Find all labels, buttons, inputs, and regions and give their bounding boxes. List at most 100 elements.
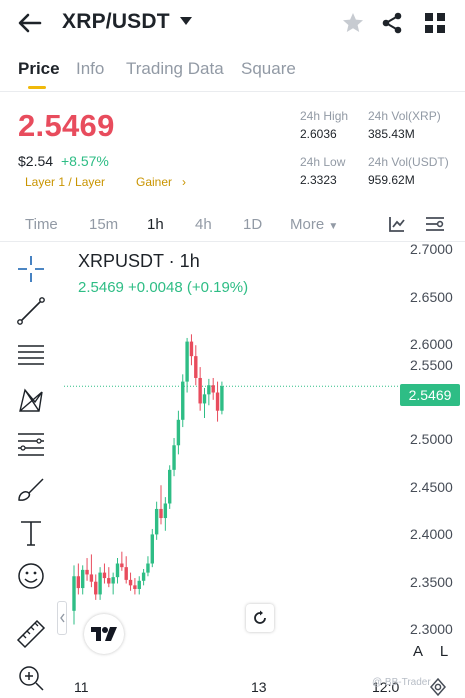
- candle-body: [185, 341, 189, 382]
- log-scale-button[interactable]: L: [439, 643, 449, 660]
- active-tab-indicator: [28, 86, 46, 89]
- main-tabs: Price Info Trading Data Square: [0, 46, 465, 92]
- chart-quote: 2.5469 +0.0048 (+0.19%): [78, 279, 249, 296]
- share-icon[interactable]: [380, 11, 404, 35]
- indicator-icon[interactable]: [388, 215, 406, 233]
- candle-body: [141, 572, 146, 581]
- crosshair-icon[interactable]: [15, 253, 47, 285]
- candle-body: [181, 381, 185, 420]
- candle-body: [111, 577, 115, 584]
- interval-time[interactable]: Time: [25, 216, 58, 233]
- vol-base-label: 24h Vol(XRP): [368, 109, 441, 123]
- candle-body: [211, 385, 215, 393]
- high-value: 2.6036: [300, 127, 337, 141]
- candle-body: [172, 445, 176, 470]
- watermark: @ BB-Trader: [372, 677, 431, 688]
- interval-more-label: More: [290, 216, 325, 233]
- y-tick: 2.4000: [410, 526, 453, 542]
- candle-body: [194, 356, 198, 378]
- interval-1h[interactable]: 1h: [147, 216, 164, 233]
- candle-body: [72, 576, 76, 611]
- candle-body: [137, 580, 141, 589]
- top-bar: XRP/USDT: [0, 0, 465, 46]
- interval-4h[interactable]: 4h: [195, 216, 212, 233]
- brush-icon[interactable]: [15, 473, 47, 505]
- horizontal-lines-icon[interactable]: [15, 339, 47, 371]
- y-tick: 2.6000: [410, 336, 453, 352]
- back-arrow-icon[interactable]: [16, 10, 44, 36]
- fibonacci-icon[interactable]: [15, 428, 47, 460]
- chart-symbol: XRPUSDT · 1h: [78, 251, 200, 271]
- pair-title[interactable]: XRP/USDT: [62, 10, 170, 33]
- chevron-right-icon: ›: [182, 175, 187, 189]
- y-tick: 2.3000: [410, 621, 453, 637]
- y-tick: 2.6500: [410, 289, 453, 305]
- grid-menu-icon[interactable]: [424, 12, 446, 34]
- candle-body: [215, 392, 220, 411]
- candle-body: [102, 572, 107, 579]
- interval-15m[interactable]: 15m: [89, 216, 119, 233]
- candle-body: [98, 572, 102, 595]
- chart-settings-icon[interactable]: [425, 215, 445, 233]
- last-price-label: 2.5469: [400, 384, 460, 406]
- gainer-tag[interactable]: Gainer ›: [136, 175, 186, 189]
- ruler-icon[interactable]: [15, 618, 47, 650]
- tab-trading-data[interactable]: Trading Data: [126, 59, 224, 78]
- candle-body: [163, 503, 168, 519]
- emoji-icon[interactable]: [15, 560, 47, 592]
- y-tick: 2.7000: [410, 241, 453, 257]
- auto-scale-button[interactable]: A: [412, 643, 423, 660]
- reset-chart-button[interactable]: [246, 604, 274, 632]
- interval-more[interactable]: More ▼: [290, 216, 338, 233]
- candle-body: [150, 534, 154, 564]
- x-tick: 12:0: [372, 679, 400, 695]
- candle-body: [89, 574, 94, 582]
- y-tick: 2.4500: [410, 479, 453, 495]
- candle-body: [120, 563, 124, 568]
- x-tick: 11: [74, 679, 89, 695]
- candle-body: [85, 569, 89, 575]
- vol-quote-label: 24h Vol(USDT): [368, 155, 449, 169]
- candle-body: [94, 581, 98, 595]
- fiat-price: $2.54: [18, 153, 54, 169]
- last-price: 2.5469: [18, 108, 115, 143]
- candle-body: [124, 567, 128, 580]
- candle-body: [128, 579, 133, 586]
- tab-price[interactable]: Price: [18, 59, 60, 78]
- tab-square[interactable]: Square: [241, 59, 296, 78]
- y-tick: 2.5500: [410, 357, 453, 373]
- candle-body: [176, 419, 181, 446]
- low-label: 24h Low: [300, 155, 346, 169]
- y-tick: 2.5000: [410, 431, 453, 447]
- chevron-left-icon: [60, 613, 65, 623]
- candle-body: [159, 508, 163, 519]
- candle-body: [154, 508, 159, 535]
- text-tool-icon[interactable]: [15, 517, 47, 549]
- pattern-tool-icon[interactable]: [15, 384, 47, 416]
- interval-1d[interactable]: 1D: [243, 216, 263, 233]
- collapse-toolbar-button[interactable]: [57, 601, 67, 635]
- y-tick: 2.3500: [410, 574, 453, 590]
- candle-body: [202, 394, 207, 404]
- candle-body: [198, 377, 202, 404]
- star-icon[interactable]: [341, 11, 365, 35]
- zoom-in-icon[interactable]: [15, 662, 47, 694]
- candle-body: [220, 386, 224, 411]
- candle-body: [168, 469, 172, 504]
- candle-body: [207, 385, 211, 395]
- reset-icon: [254, 610, 266, 624]
- caret-down-icon: ▼: [328, 221, 339, 232]
- candle-body: [189, 341, 194, 357]
- category-tag[interactable]: Layer 1 / Layer: [25, 175, 106, 189]
- candle-body: [115, 563, 120, 578]
- interval-bar: Time 15m 1h 4h 1D More ▼: [0, 206, 465, 242]
- candlestick-chart[interactable]: [64, 242, 465, 672]
- candle-body: [81, 569, 85, 589]
- vol-quote-value: 959.62M: [368, 173, 415, 187]
- price-change: +8.57%: [61, 153, 109, 169]
- trend-line-icon[interactable]: [15, 295, 47, 327]
- gear-icon[interactable]: [429, 678, 447, 696]
- caret-down-icon[interactable]: [178, 13, 194, 29]
- tab-info[interactable]: Info: [76, 59, 105, 78]
- tradingview-logo[interactable]: [84, 614, 124, 654]
